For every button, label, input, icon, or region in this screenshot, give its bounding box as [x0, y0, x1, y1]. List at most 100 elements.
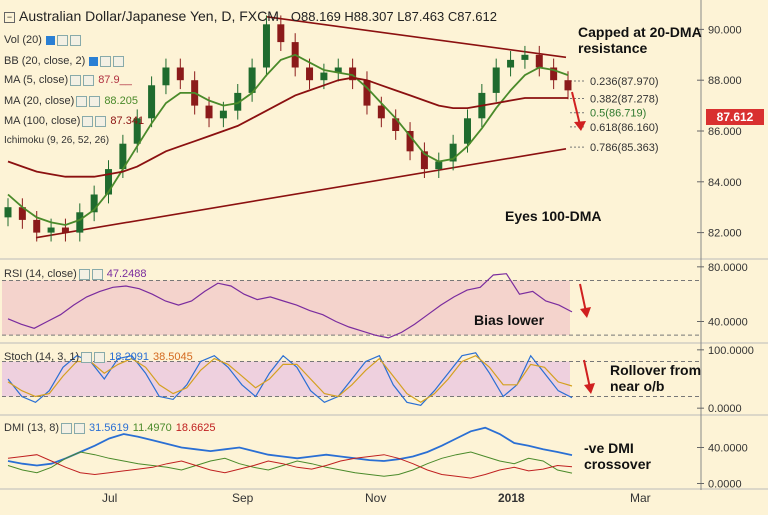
indicator-rsi[interactable]: RSI (14, close) 47.2488: [4, 268, 147, 280]
candle-body: [119, 143, 127, 170]
close-icon[interactable]: [74, 422, 86, 434]
settings-icon[interactable]: [61, 422, 73, 434]
x-tick-label: Jul: [102, 491, 117, 505]
candle-body: [564, 80, 572, 91]
candle-body: [550, 67, 558, 81]
candle-body: [349, 67, 357, 81]
candle-body: [162, 67, 170, 86]
close-icon[interactable]: [91, 268, 103, 280]
settings-icon[interactable]: [70, 74, 82, 86]
y-tick-label: 40.0000: [708, 317, 748, 329]
candle-body: [90, 194, 98, 213]
close-icon[interactable]: [94, 351, 106, 363]
indicator-ma100[interactable]: MA (100, close) 87.341: [4, 115, 144, 127]
rsi-label: RSI (14, close): [4, 268, 77, 280]
candle-body: [18, 207, 26, 220]
candle-body: [148, 85, 156, 119]
low-value: L87.463: [397, 9, 445, 24]
indicator-ma5[interactable]: MA (5, close) 87.9__: [4, 74, 132, 86]
stoch-k-value: 18.2091: [109, 351, 149, 363]
high-value: H88.307: [344, 9, 394, 24]
rsi-line: [7, 273, 573, 339]
settings-icon[interactable]: [56, 34, 68, 46]
close-icon[interactable]: [83, 74, 95, 86]
annotation-bias: Bias lower: [474, 312, 545, 328]
candle-body: [262, 24, 270, 68]
close-icon[interactable]: [95, 115, 107, 127]
upper-trendline: [265, 15, 567, 59]
candle-body: [392, 118, 400, 131]
indicator-ichimoku[interactable]: Ichimoku (9, 26, 52, 26): [4, 135, 109, 146]
candle-body: [234, 92, 242, 111]
ohlc-readout: O88.169 H88.307 L87.463 C87.612: [291, 9, 497, 24]
rsi-arrow-head: [580, 307, 591, 318]
candle-body: [105, 169, 113, 195]
candle-body: [61, 227, 69, 233]
pdi-line: [7, 451, 573, 477]
close-icon[interactable]: [89, 95, 101, 107]
indicator-stoch[interactable]: Stoch (14, 3, 1) 18.2091 38.5045: [4, 351, 193, 363]
candle-body: [420, 151, 428, 170]
collapse-icon[interactable]: −: [4, 11, 15, 23]
stoch-label: Stoch (14, 3, 1): [4, 351, 80, 363]
candle-body: [492, 67, 500, 93]
bb-label: BB (20, close, 2): [4, 55, 86, 67]
stoch-k-line: [7, 352, 573, 406]
y-tick-label: 90.000: [708, 24, 742, 36]
mdi-line: [7, 454, 573, 479]
y-tick-label: 80.0000: [708, 262, 748, 274]
settings-icon[interactable]: [100, 55, 112, 67]
stoch-d-line: [7, 355, 573, 404]
dmi-mdi-value: 18.6625: [175, 422, 216, 434]
fib-label: 0.382(87.278): [590, 94, 659, 106]
annotation-capped: Capped at 20-DMA resistance: [578, 24, 702, 56]
y-tick-label: 100.0000: [708, 345, 754, 357]
y-tick-label: 82.000: [708, 228, 742, 240]
x-tick-label: Mar: [630, 491, 651, 505]
ma20-line: [7, 53, 569, 226]
ichimoku-label: Ichimoku (9, 26, 52, 26): [4, 135, 110, 146]
fib-label: 0.236(87.970): [590, 76, 659, 88]
indicator-dmi[interactable]: DMI (13, 8) 31.5619 11.4970 18.6625: [4, 422, 216, 434]
y-tick-label: 86.000: [708, 126, 742, 138]
candle-body: [320, 72, 328, 81]
x-tick-label: Nov: [365, 491, 386, 505]
vol-label: Vol (20): [4, 34, 42, 46]
close-icon[interactable]: [113, 55, 125, 67]
dmi-adx-value: 31.5619: [89, 422, 129, 434]
candle-body: [205, 105, 213, 119]
fib-label: 0.786(85.363): [590, 142, 659, 154]
annotation-eyes: Eyes 100-DMA: [505, 208, 602, 224]
settings-icon[interactable]: [81, 351, 93, 363]
ma100-value: 87.341: [110, 115, 145, 127]
candle-body: [463, 118, 471, 144]
candle-body: [449, 143, 457, 162]
candle-body: [334, 67, 342, 73]
dmi-pdi-value: 11.4970: [132, 422, 172, 434]
visibility-icon[interactable]: [45, 35, 55, 45]
ma5-value: 87.9__: [98, 74, 132, 86]
indicator-bb[interactable]: BB (20, close, 2): [4, 55, 125, 67]
candle-body: [47, 227, 55, 233]
candle-body: [133, 118, 141, 144]
close-icon[interactable]: [69, 34, 81, 46]
stoch-d-value: 38.5045: [152, 351, 193, 363]
candle-body: [4, 207, 12, 218]
ma20-label: MA (20, close): [4, 95, 75, 107]
settings-icon[interactable]: [78, 268, 90, 280]
lower-trendline: [35, 147, 567, 239]
settings-icon[interactable]: [76, 95, 88, 107]
chart-header: − Australian Dollar/Japanese Yen, D, FXCM…: [4, 8, 497, 24]
annotation-dmi: -ve DMI crossover: [584, 440, 651, 472]
candle-body: [76, 212, 84, 233]
candle-body: [521, 54, 529, 60]
symbol-title: Australian Dollar/Japanese Yen, D, FXCM: [19, 8, 279, 24]
visibility-icon[interactable]: [89, 56, 99, 66]
rsi-arrow: [579, 283, 587, 313]
settings-icon[interactable]: [82, 115, 94, 127]
indicator-vol[interactable]: Vol (20): [4, 34, 81, 46]
candle-body: [306, 67, 314, 81]
stoch-arrow-head: [584, 383, 595, 394]
indicator-ma20[interactable]: MA (20, close) 88.205: [4, 95, 138, 107]
